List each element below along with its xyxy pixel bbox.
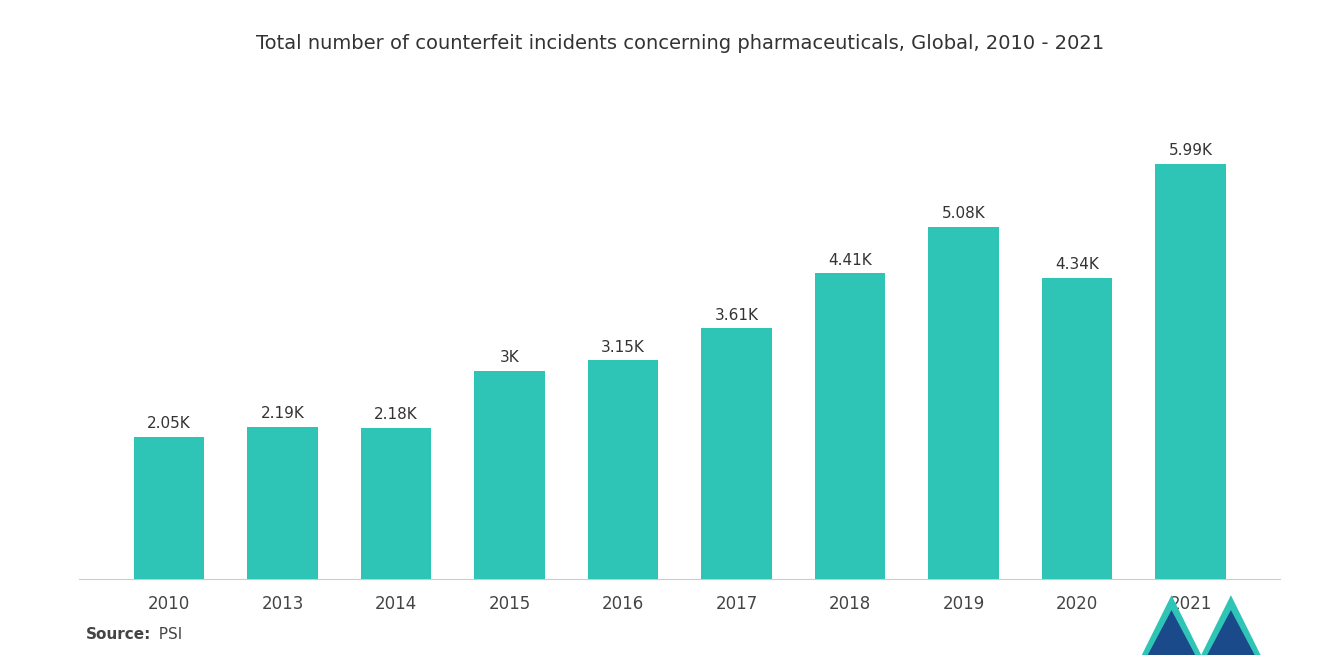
Text: 4.34K: 4.34K bbox=[1055, 257, 1100, 273]
Text: 2.05K: 2.05K bbox=[147, 416, 191, 431]
Bar bbox=[474, 371, 545, 579]
Bar bbox=[133, 436, 205, 579]
Bar bbox=[701, 329, 772, 579]
Polygon shape bbox=[1201, 595, 1261, 655]
Polygon shape bbox=[1142, 595, 1201, 655]
Text: 2.19K: 2.19K bbox=[260, 406, 305, 422]
Text: 4.41K: 4.41K bbox=[828, 253, 873, 267]
Polygon shape bbox=[1206, 610, 1254, 655]
Bar bbox=[360, 428, 432, 579]
Text: 5.99K: 5.99K bbox=[1168, 143, 1213, 158]
Text: 5.08K: 5.08K bbox=[941, 206, 986, 221]
Text: Source:: Source: bbox=[86, 626, 152, 642]
Bar bbox=[1155, 164, 1226, 579]
Text: PSI: PSI bbox=[149, 626, 182, 642]
Title: Total number of counterfeit incidents concerning pharmaceuticals, Global, 2010 -: Total number of counterfeit incidents co… bbox=[256, 34, 1104, 53]
Bar bbox=[587, 360, 659, 579]
Bar bbox=[1041, 278, 1113, 579]
Polygon shape bbox=[1148, 610, 1196, 655]
Text: 3K: 3K bbox=[500, 350, 519, 365]
Text: 3.61K: 3.61K bbox=[714, 308, 759, 323]
Bar bbox=[928, 227, 999, 579]
Bar bbox=[814, 273, 886, 579]
Bar bbox=[247, 427, 318, 579]
Text: 2.18K: 2.18K bbox=[374, 407, 418, 422]
Text: 3.15K: 3.15K bbox=[601, 340, 645, 355]
